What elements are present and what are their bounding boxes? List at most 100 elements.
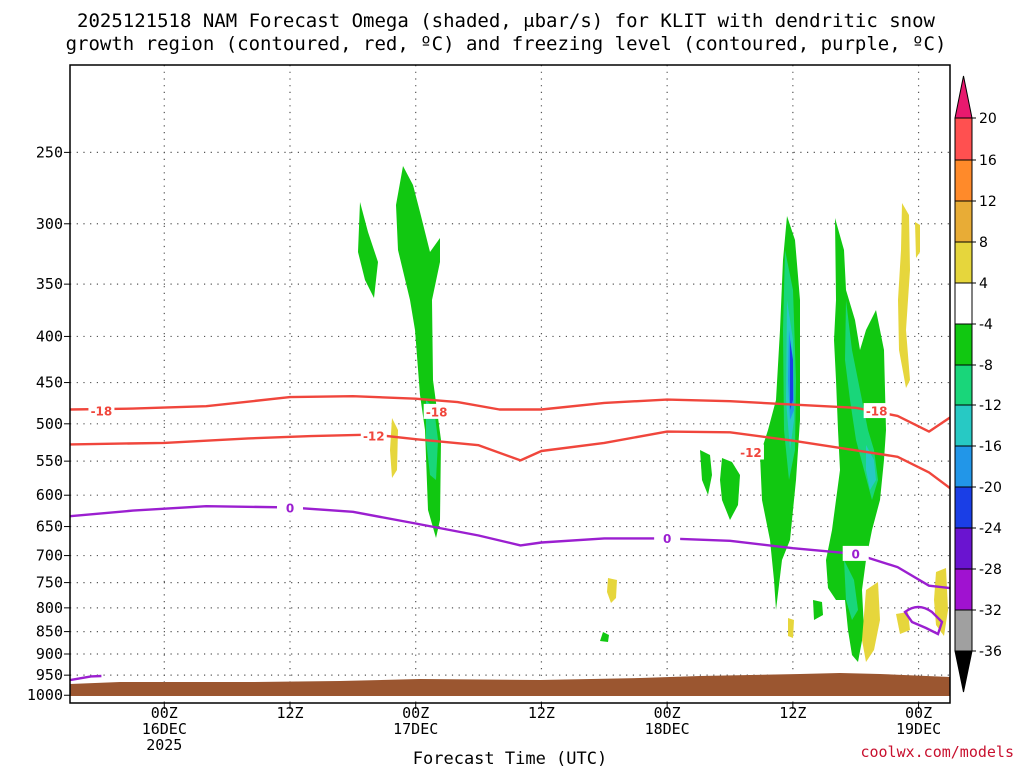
- colorbar-band: [954, 527, 973, 570]
- contour-line-freezing_0_low: [70, 674, 102, 682]
- x-tick-label: 16DEC: [142, 720, 187, 738]
- omega-shaded-region: [844, 560, 858, 620]
- contour-label-bg: [654, 530, 681, 546]
- colorbar-band: [954, 486, 973, 529]
- y-tick-label: 850: [36, 623, 63, 641]
- omega-shaded-region: [866, 445, 876, 490]
- colorbar-label: -36: [979, 644, 1002, 660]
- contour-label-bg: [737, 444, 764, 460]
- colorbar-label: 20: [979, 111, 997, 127]
- colorbar-label: -28: [979, 562, 1002, 578]
- x-tick-label: 12Z: [528, 704, 555, 722]
- omega-shaded-region: [915, 222, 920, 258]
- y-tick-label: 800: [36, 599, 63, 617]
- colorbar-label: 4: [979, 276, 988, 292]
- plot-area: -18 -18 -18 -12 -12 0 0 0: [69, 64, 951, 704]
- colorbar-band: [954, 159, 973, 202]
- y-tick-label: 350: [36, 275, 63, 293]
- colorbar-label: -32: [979, 603, 1002, 619]
- omega-shaded-region: [600, 632, 609, 642]
- y-tick-label: 900: [36, 645, 63, 663]
- colorbar-label: -8: [979, 358, 993, 374]
- omega-shaded-region: [845, 300, 878, 500]
- colorbar-band: [954, 445, 973, 488]
- colorbar-label: -20: [979, 480, 1002, 496]
- contour-label: 0: [663, 532, 671, 546]
- y-tick-label: 600: [36, 486, 63, 504]
- y-tick-label: 650: [36, 518, 63, 536]
- colorbar: 20 16 12 8 4 -4 -8 -12 -16 -20 -24 -28 -32 -36: [954, 75, 1002, 693]
- y-tick-label: 550: [36, 452, 63, 470]
- y-tick-label: 700: [36, 547, 63, 565]
- x-tick-label: 12Z: [276, 704, 303, 722]
- x-tick-label: 19DEC: [896, 720, 941, 738]
- colorbar-top-arrow: [954, 75, 973, 119]
- contour-line-dgz_minus18: [70, 395, 950, 433]
- colorbar-label: -12: [979, 398, 1002, 414]
- colorbar-label: -24: [979, 521, 1002, 537]
- credit-text: coolwx.com/models: [860, 743, 1014, 761]
- contour-label: -18: [866, 405, 888, 419]
- contour-label: -12: [363, 430, 385, 444]
- omega-shaded-region: [720, 458, 740, 520]
- omega-shaded-region: [898, 203, 910, 388]
- chart-title-line-2: growth region (contoured, red, ºC) and f…: [66, 33, 947, 55]
- contour-label-bg: [360, 428, 387, 444]
- contour-label: 0: [286, 502, 294, 516]
- y-tick-label: 250: [36, 143, 63, 161]
- contour-label: -18: [426, 405, 448, 419]
- y-tick-label: 400: [36, 327, 63, 345]
- colorbar-band: [954, 117, 973, 161]
- x-tick-label: 17DEC: [393, 720, 438, 738]
- x-tick-label: 12Z: [779, 704, 806, 722]
- x-tick-label: 00Z: [151, 704, 178, 722]
- colorbar-band: [954, 323, 973, 366]
- omega-shaded-region: [390, 418, 398, 478]
- contour-label-bg: [277, 500, 303, 516]
- plot-background: [70, 65, 950, 703]
- omega-shaded-region: [813, 600, 823, 620]
- contour-label: 0: [852, 547, 860, 561]
- omega-shaded-region: [607, 578, 617, 603]
- contour-label-bg: [423, 403, 450, 419]
- colorbar-label: 8: [979, 235, 988, 251]
- omega-shaded-region: [788, 618, 794, 638]
- colorbar-band: [954, 364, 973, 406]
- contour-lines: -18 -18 -18 -12 -12 0 0 0: [70, 395, 950, 682]
- omega-shaded-region: [790, 340, 793, 410]
- colorbar-label: 16: [979, 153, 997, 169]
- y-tick-label: 500: [36, 415, 63, 433]
- contour-line-freezing_0: [70, 505, 950, 590]
- colorbar-band: [954, 282, 973, 325]
- terrain-ground: [70, 673, 950, 696]
- y-tick-label: 950: [36, 666, 63, 684]
- colorbar-band: [954, 609, 973, 652]
- colorbar-bottom-arrow: [954, 650, 973, 693]
- terrain-fill: [70, 673, 950, 696]
- omega-shaded-region: [862, 582, 880, 662]
- omega-shading: [358, 166, 948, 662]
- chart-title-line-1: 2025121518 NAM Forecast Omega (shaded, μ…: [77, 10, 935, 32]
- colorbar-label: -16: [979, 439, 1002, 455]
- plot-frame: [69, 64, 951, 704]
- contour-label: -18: [91, 405, 113, 419]
- x-tick-label: 00Z: [402, 704, 429, 722]
- y-axis-ticks: 250 300 350 400 450 500 550 600 650 700 750 800 850 9…: [27, 143, 70, 704]
- contour-label-bg: [88, 403, 115, 419]
- omega-shaded-region: [896, 612, 910, 634]
- contour-label-bg: [863, 403, 890, 419]
- colorbar-band: [954, 200, 973, 243]
- colorbar-band: [954, 241, 973, 284]
- omega-shaded-region: [358, 202, 378, 298]
- x-axis-label: Forecast Time (UTC): [413, 749, 607, 768]
- contour-line-dgz_minus12: [70, 430, 950, 490]
- contour-line-freezing_0-loop: [903, 605, 944, 636]
- omega-shaded-region: [700, 450, 712, 495]
- x-tick-label: 00Z: [654, 704, 681, 722]
- x-tick-label: 18DEC: [645, 720, 690, 738]
- y-tick-label: 750: [36, 574, 63, 592]
- contour-label-bg: [842, 545, 869, 561]
- colorbar-label: -4: [979, 317, 993, 333]
